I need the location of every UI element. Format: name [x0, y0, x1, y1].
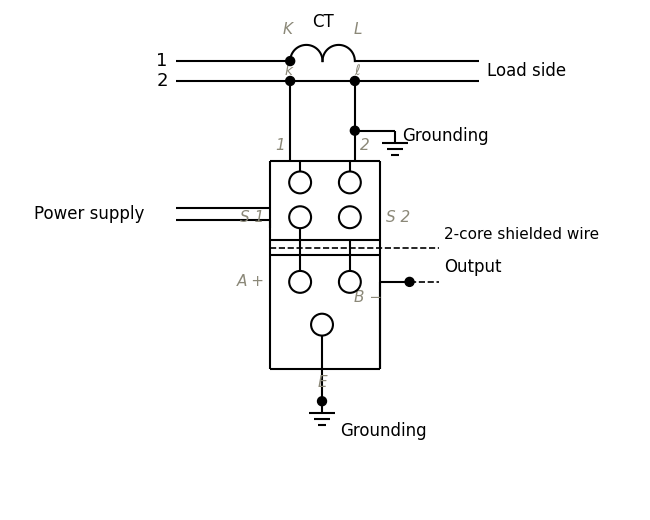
Circle shape — [286, 76, 294, 85]
Text: ℓ: ℓ — [354, 64, 359, 78]
Circle shape — [286, 57, 294, 66]
Text: L: L — [354, 22, 362, 37]
Text: S 1: S 1 — [240, 210, 265, 225]
Text: k: k — [284, 64, 292, 78]
Text: 2-core shielded wire: 2-core shielded wire — [445, 227, 599, 242]
Text: S 2: S 2 — [385, 210, 410, 225]
Text: Load side: Load side — [487, 62, 566, 80]
Circle shape — [350, 126, 359, 135]
Text: Power supply: Power supply — [34, 205, 144, 223]
Text: E: E — [317, 375, 327, 391]
Text: Output: Output — [445, 258, 502, 276]
Text: A +: A + — [237, 275, 265, 290]
Text: 1: 1 — [276, 138, 285, 152]
Circle shape — [405, 277, 414, 287]
Circle shape — [350, 76, 359, 85]
Text: K: K — [282, 22, 293, 37]
Circle shape — [318, 397, 326, 406]
Text: CT: CT — [311, 13, 333, 31]
Text: 1: 1 — [157, 52, 168, 70]
Text: 2: 2 — [360, 138, 370, 152]
Text: 2: 2 — [157, 72, 168, 90]
Text: Grounding: Grounding — [402, 127, 489, 145]
Text: B −: B − — [354, 290, 382, 305]
Text: Grounding: Grounding — [340, 422, 426, 440]
